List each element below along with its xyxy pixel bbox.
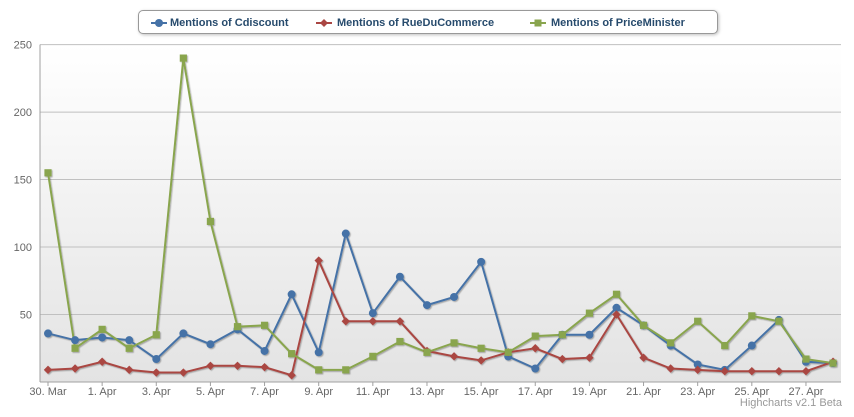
svg-text:7. Apr: 7. Apr	[250, 386, 279, 398]
svg-text:3. Apr: 3. Apr	[142, 386, 171, 398]
svg-text:250: 250	[14, 40, 32, 52]
svg-text:5. Apr: 5. Apr	[196, 386, 225, 398]
svg-text:13. Apr: 13. Apr	[410, 386, 445, 398]
svg-text:11. Apr: 11. Apr	[356, 386, 390, 398]
svg-text:100: 100	[14, 242, 32, 254]
svg-text:23. Apr: 23. Apr	[680, 386, 715, 398]
svg-text:30. Mar: 30. Mar	[29, 386, 67, 398]
svg-text:9. Apr: 9. Apr	[304, 386, 333, 398]
svg-text:200: 200	[14, 107, 32, 119]
svg-text:150: 150	[14, 175, 32, 187]
svg-text:19. Apr: 19. Apr	[572, 386, 607, 398]
svg-text:15. Apr: 15. Apr	[464, 386, 499, 398]
svg-text:17. Apr: 17. Apr	[518, 386, 553, 398]
svg-text:1. Apr: 1. Apr	[88, 386, 117, 398]
svg-text:50: 50	[20, 310, 32, 322]
svg-text:21. Apr: 21. Apr	[626, 386, 661, 398]
